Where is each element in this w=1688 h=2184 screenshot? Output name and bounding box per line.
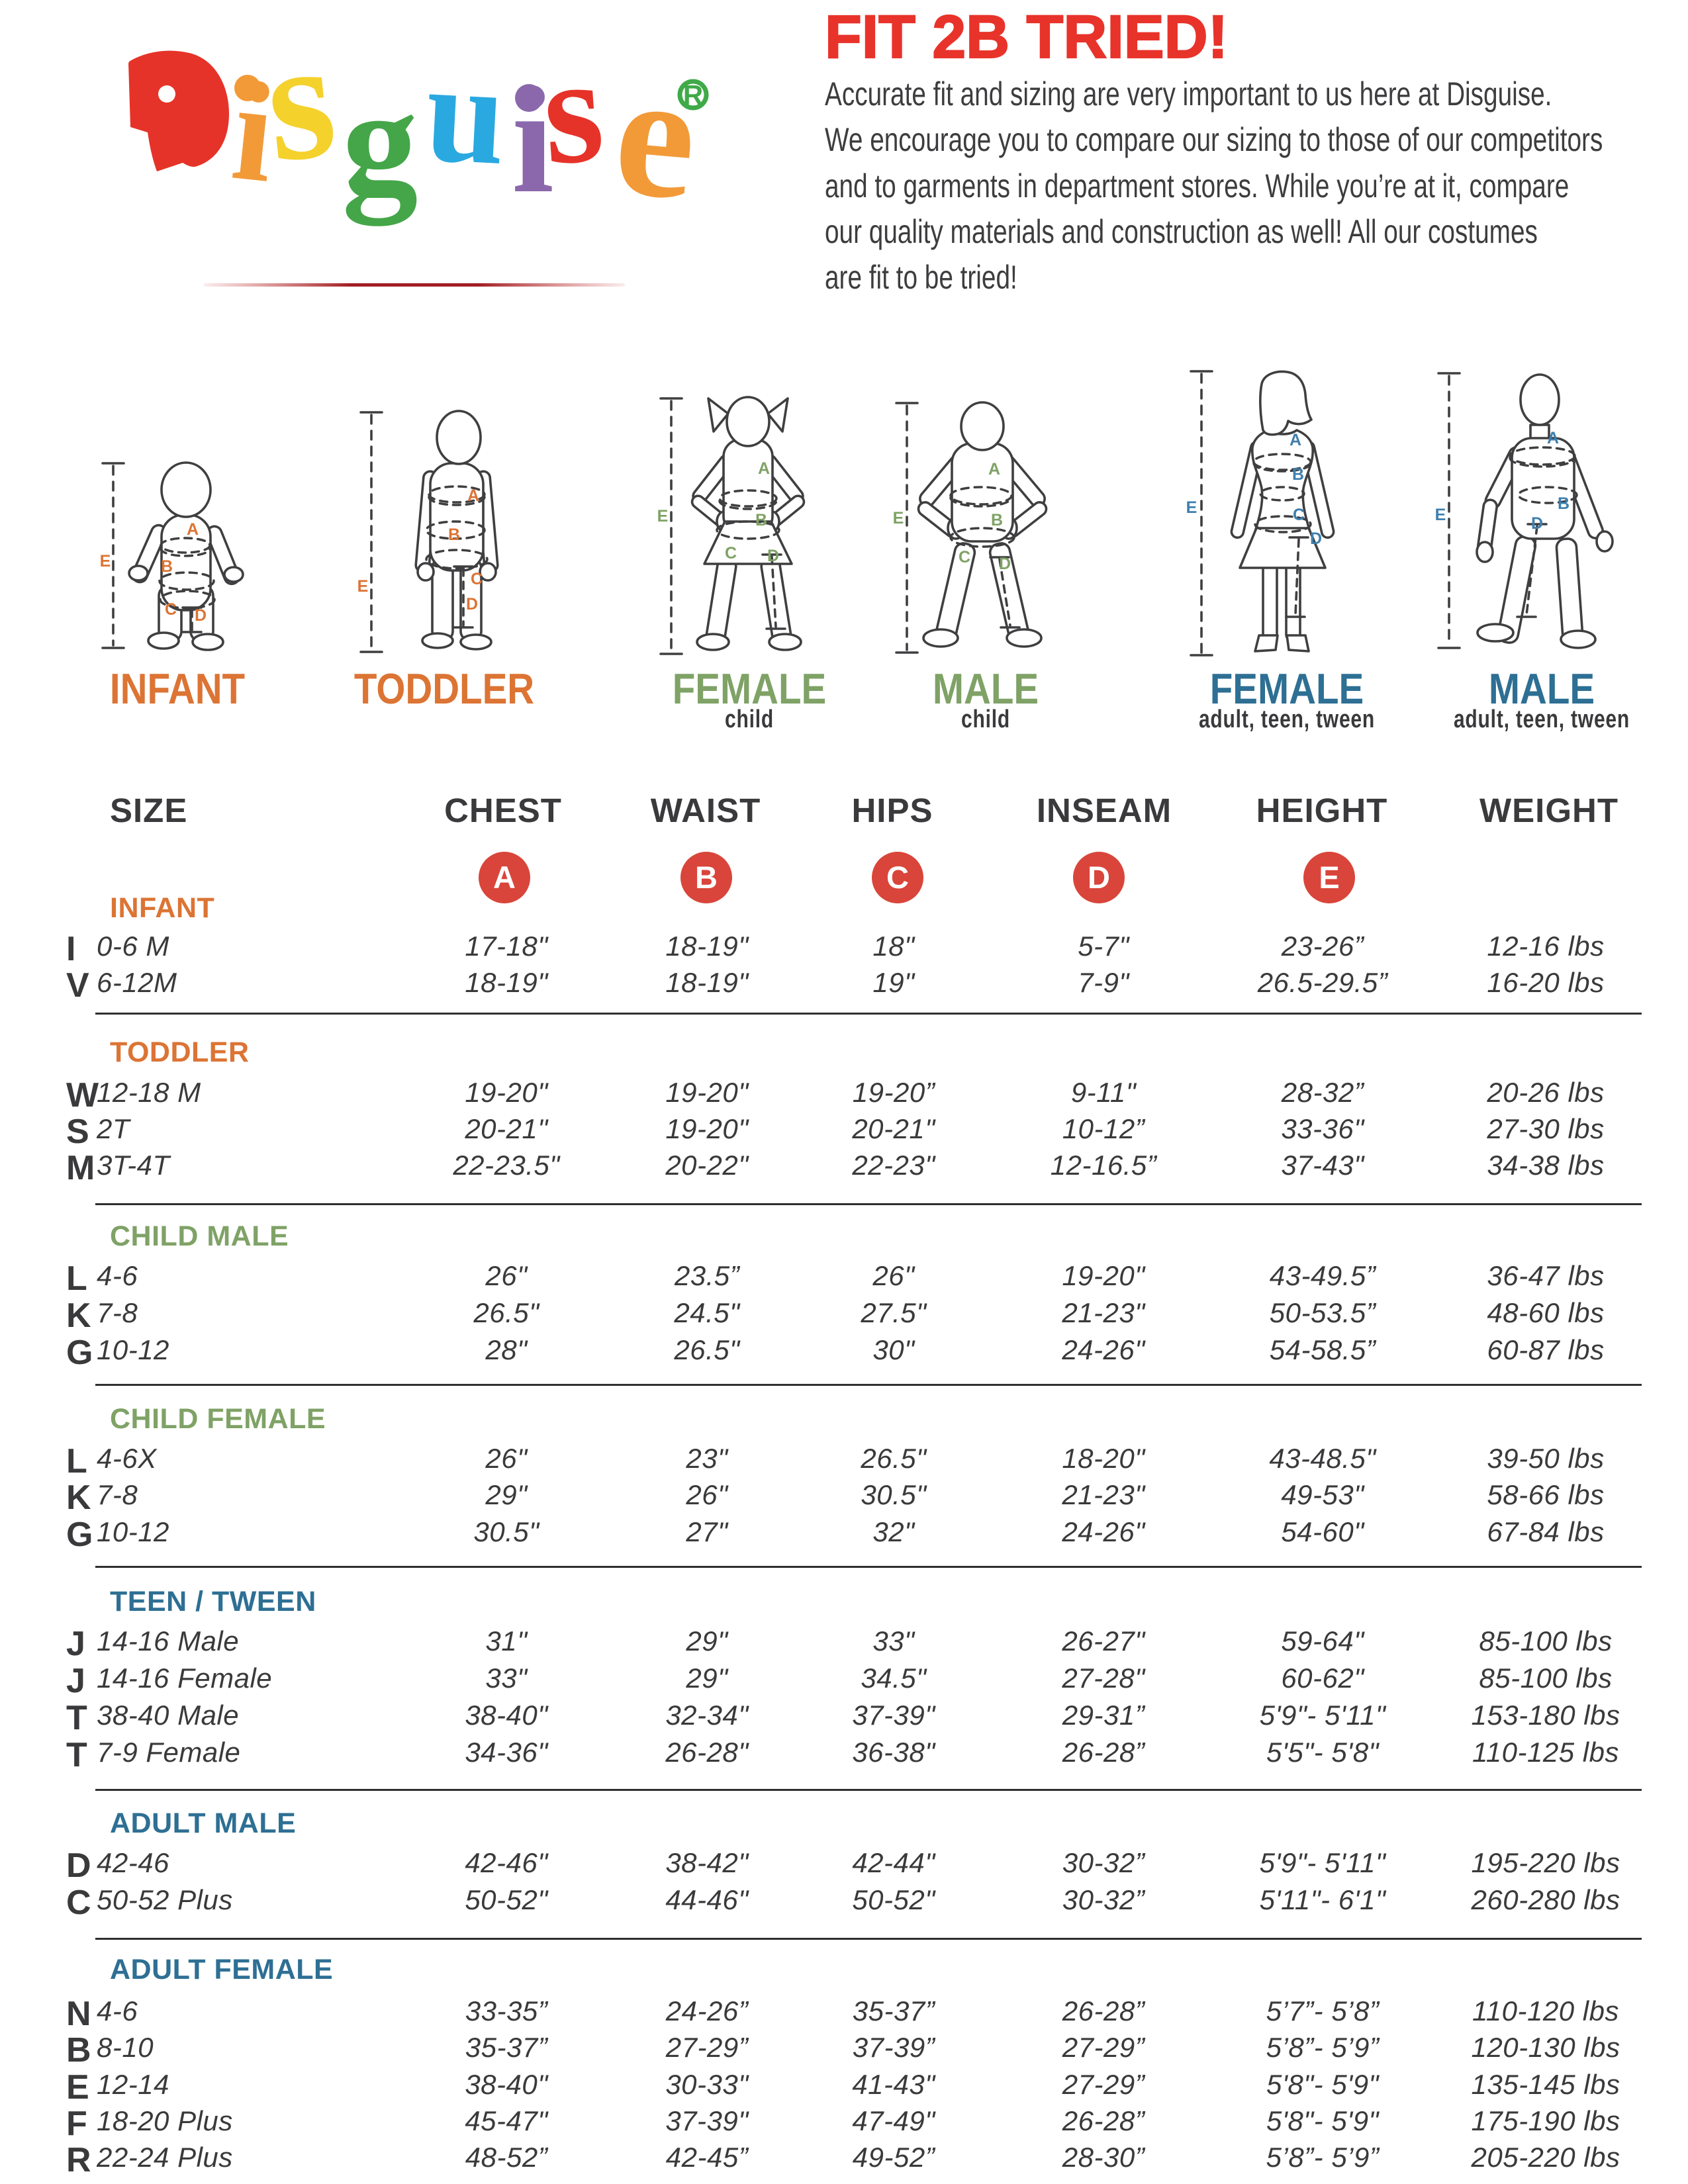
svg-text:E: E — [1186, 498, 1197, 517]
svg-text:u: u — [422, 32, 510, 195]
svg-text:E: E — [657, 507, 669, 525]
svg-text:E: E — [1435, 506, 1446, 524]
svg-text:C: C — [1293, 506, 1305, 524]
svg-text:B: B — [161, 557, 173, 576]
svg-text:A: A — [758, 459, 770, 478]
svg-text:C: C — [959, 548, 970, 567]
svg-text:e: e — [608, 34, 704, 238]
svg-text:D: D — [1310, 529, 1322, 548]
svg-text:E: E — [893, 509, 904, 527]
svg-text:D: D — [999, 555, 1011, 573]
svg-text:A: A — [988, 460, 1000, 478]
svg-text:A: A — [1547, 429, 1559, 447]
svg-text:D: D — [767, 547, 779, 565]
svg-text:A: A — [1289, 431, 1301, 449]
svg-text:B: B — [1558, 494, 1570, 513]
svg-text:g: g — [342, 57, 418, 226]
svg-text:B: B — [448, 525, 460, 544]
svg-text:E: E — [357, 577, 369, 596]
svg-text:B: B — [991, 511, 1003, 529]
svg-text:A: A — [467, 486, 479, 505]
svg-text:D: D — [1531, 514, 1543, 533]
svg-text:s: s — [538, 24, 608, 197]
svg-text:B: B — [755, 511, 767, 529]
svg-text:B: B — [1292, 465, 1304, 484]
svg-text:D: D — [466, 595, 478, 614]
svg-text:C: C — [471, 570, 483, 588]
svg-text:E: E — [100, 552, 111, 570]
svg-text:R: R — [683, 79, 703, 111]
svg-text:A: A — [187, 520, 199, 539]
svg-text:C: C — [725, 544, 737, 563]
svg-text:D: D — [195, 606, 207, 625]
svg-text:C: C — [165, 600, 177, 619]
svg-text:i: i — [512, 56, 554, 224]
